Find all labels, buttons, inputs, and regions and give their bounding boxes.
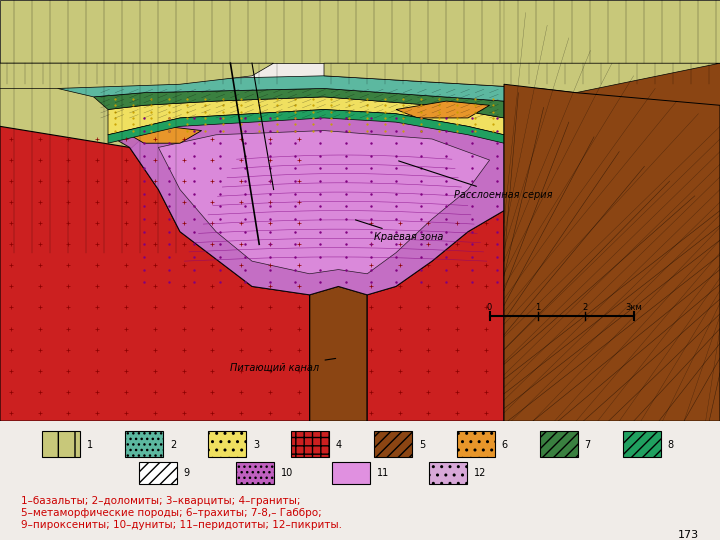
Text: 5: 5 bbox=[419, 440, 425, 449]
Text: 9: 9 bbox=[184, 468, 190, 478]
FancyBboxPatch shape bbox=[208, 431, 246, 457]
Polygon shape bbox=[130, 126, 202, 143]
Text: 1: 1 bbox=[87, 440, 93, 449]
Text: 1: 1 bbox=[535, 302, 541, 312]
Text: 0: 0 bbox=[487, 302, 492, 312]
Text: 11: 11 bbox=[377, 468, 390, 478]
Text: 6: 6 bbox=[502, 440, 508, 449]
Polygon shape bbox=[108, 110, 504, 143]
Text: 7: 7 bbox=[585, 440, 591, 449]
Polygon shape bbox=[0, 126, 310, 421]
FancyBboxPatch shape bbox=[429, 462, 467, 484]
FancyBboxPatch shape bbox=[623, 431, 661, 457]
FancyBboxPatch shape bbox=[125, 431, 163, 457]
Polygon shape bbox=[310, 286, 367, 421]
Polygon shape bbox=[108, 97, 504, 135]
FancyBboxPatch shape bbox=[291, 431, 329, 457]
Polygon shape bbox=[504, 84, 720, 421]
FancyBboxPatch shape bbox=[235, 462, 274, 484]
Polygon shape bbox=[324, 63, 720, 93]
Polygon shape bbox=[396, 101, 490, 118]
Polygon shape bbox=[367, 211, 504, 421]
Polygon shape bbox=[158, 131, 490, 274]
Text: 8: 8 bbox=[667, 440, 674, 449]
Text: 2: 2 bbox=[582, 302, 588, 312]
Text: 3: 3 bbox=[253, 440, 259, 449]
Text: 3км: 3км bbox=[625, 302, 642, 312]
Text: Краевая зона: Краевая зона bbox=[356, 220, 444, 242]
Polygon shape bbox=[0, 0, 720, 63]
Text: 4: 4 bbox=[336, 440, 342, 449]
Polygon shape bbox=[504, 63, 720, 421]
Text: Питающий канал: Питающий канал bbox=[230, 359, 336, 373]
FancyBboxPatch shape bbox=[333, 462, 370, 484]
FancyBboxPatch shape bbox=[540, 431, 577, 457]
Polygon shape bbox=[0, 63, 274, 89]
Polygon shape bbox=[94, 89, 504, 118]
Text: 10: 10 bbox=[281, 468, 293, 478]
FancyBboxPatch shape bbox=[456, 431, 495, 457]
Text: Расслоенная серия: Расслоенная серия bbox=[399, 161, 552, 200]
Polygon shape bbox=[58, 76, 540, 101]
Text: 2: 2 bbox=[170, 440, 176, 449]
Polygon shape bbox=[108, 110, 504, 295]
FancyBboxPatch shape bbox=[374, 431, 412, 457]
Polygon shape bbox=[0, 63, 180, 421]
FancyBboxPatch shape bbox=[42, 431, 80, 457]
FancyBboxPatch shape bbox=[139, 462, 177, 484]
Text: 12: 12 bbox=[474, 468, 487, 478]
Text: 173: 173 bbox=[678, 530, 698, 540]
Text: 1–базальты; 2–доломиты; 3–кварциты; 4–граниты;
5–метаморфические породы; 6–трахи: 1–базальты; 2–доломиты; 3–кварциты; 4–гр… bbox=[22, 496, 342, 530]
